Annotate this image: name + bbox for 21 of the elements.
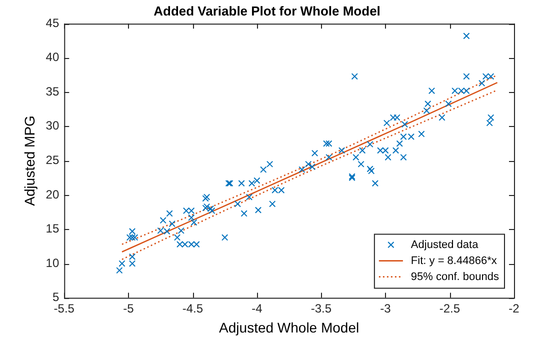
x-tick-label: -2.5 [439,301,460,316]
y-tick-label: 20 [46,187,60,202]
y-tick-label: 30 [46,118,60,133]
y-axis-title: Adjusted MPG [21,116,38,206]
y-tick-label: 40 [46,50,60,64]
y-tick-label: 25 [46,153,60,168]
x-tick-label: -2 [508,301,520,316]
y-tick-label: 15 [46,222,60,236]
x-tick-label: -3 [380,301,392,316]
chart-title: Added Variable Plot for Whole Model [154,3,380,18]
legend-label: 95% conf. bounds [410,270,500,283]
y-tick-label: 45 [46,16,60,30]
x-tick-label: -5 [123,301,134,316]
y-tick-label: 10 [46,256,60,270]
legend-label: Fit: y = 8.44866*x [410,254,498,267]
x-tick-label: -3.5 [310,301,332,316]
x-tick-label: -4 [252,301,263,316]
legend-label: Adjusted data [410,238,480,251]
y-tick-label: 35 [46,84,60,98]
x-tick-label: -4.5 [182,301,204,316]
x-axis-title: Adjusted Whole Model [219,319,360,336]
